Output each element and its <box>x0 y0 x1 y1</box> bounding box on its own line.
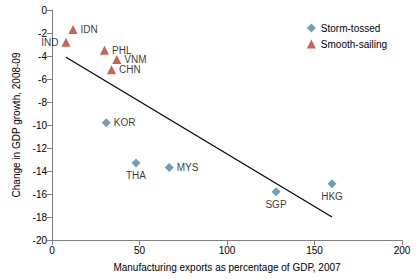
svg-text:KOR: KOR <box>114 117 136 128</box>
svg-text:-16: -16 <box>33 189 48 200</box>
svg-text:PHL: PHL <box>112 44 132 56</box>
svg-text:-20: -20 <box>33 235 48 246</box>
svg-text:50: 50 <box>134 245 146 256</box>
svg-text:CHN: CHN <box>119 64 141 75</box>
svg-text:VNM: VNM <box>124 54 146 65</box>
svg-text:IDN: IDN <box>81 24 98 35</box>
svg-text:-18: -18 <box>33 212 48 223</box>
svg-text:-14: -14 <box>33 166 48 177</box>
svg-text:IND: IND <box>41 37 58 48</box>
svg-text:100: 100 <box>219 245 236 256</box>
svg-text:Smooth-sailing: Smooth-sailing <box>321 39 387 50</box>
svg-text:-4: -4 <box>38 51 47 62</box>
svg-text:-2: -2 <box>38 27 47 39</box>
svg-text:-10: -10 <box>33 120 48 131</box>
svg-text:SGP: SGP <box>265 199 286 210</box>
svg-text:Manufacturing exports as perce: Manufacturing exports as percentage of G… <box>113 262 341 273</box>
svg-text:200: 200 <box>394 245 411 256</box>
svg-text:THA: THA <box>126 170 146 181</box>
svg-text:0: 0 <box>49 245 55 256</box>
svg-text:0: 0 <box>41 5 47 16</box>
svg-text:150: 150 <box>306 245 323 256</box>
svg-text:Change in GDP growth, 2008-09: Change in GDP growth, 2008-09 <box>11 52 22 197</box>
svg-text:MYS: MYS <box>177 162 199 173</box>
svg-text:-12: -12 <box>33 143 48 154</box>
svg-text:HKG: HKG <box>321 191 343 202</box>
svg-text:-6: -6 <box>38 74 47 85</box>
svg-text:Storm-tossed: Storm-tossed <box>321 23 380 34</box>
svg-text:-8: -8 <box>38 97 47 108</box>
